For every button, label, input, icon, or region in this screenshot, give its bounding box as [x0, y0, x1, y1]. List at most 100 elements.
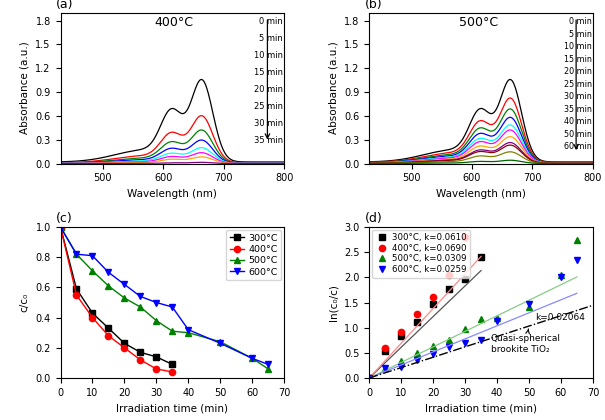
Text: 15 min: 15 min	[564, 55, 592, 64]
Y-axis label: Absorbance (a.u.): Absorbance (a.u.)	[20, 42, 30, 134]
600°C, k=0.0259	[397, 365, 405, 370]
Text: k=0.02064: k=0.02064	[535, 313, 585, 322]
Text: 25 min: 25 min	[254, 102, 283, 111]
500°C, k=0.0309	[477, 317, 485, 322]
400°C, k=0.0690	[413, 312, 420, 317]
400°C	[121, 345, 128, 350]
400°C	[57, 224, 64, 229]
Text: (b): (b)	[365, 0, 382, 11]
500°C	[249, 356, 256, 361]
400°C, k=0.0690	[382, 345, 389, 350]
400°C	[152, 366, 160, 371]
500°C, k=0.0309	[445, 338, 453, 343]
300°C	[121, 341, 128, 346]
600°C	[73, 252, 80, 257]
400°C	[169, 370, 176, 375]
Text: 20 min: 20 min	[564, 67, 592, 76]
500°C	[105, 284, 112, 289]
400°C, k=0.0690	[445, 272, 453, 277]
400°C	[89, 315, 96, 320]
300°C, k=0.0610	[462, 276, 469, 281]
500°C	[152, 318, 160, 323]
500°C, k=0.0309	[413, 351, 420, 356]
Text: 50 min: 50 min	[564, 130, 592, 139]
400°C	[105, 333, 112, 338]
Line: 400°C: 400°C	[57, 224, 175, 375]
300°C, k=0.0610	[430, 302, 437, 307]
600°C	[264, 362, 272, 367]
400°C, k=0.0690	[430, 294, 437, 299]
300°C	[89, 310, 96, 315]
Text: 35 min: 35 min	[254, 136, 283, 144]
Legend: 300°C, 400°C, 500°C, 600°C: 300°C, 400°C, 500°C, 600°C	[226, 230, 281, 281]
Text: 35 min: 35 min	[564, 105, 592, 114]
Line: 300°C, k=0.0610: 300°C, k=0.0610	[366, 254, 484, 381]
Text: 400°C: 400°C	[154, 16, 194, 29]
600°C	[217, 341, 224, 346]
300°C	[105, 326, 112, 331]
Text: 15 min: 15 min	[254, 68, 283, 77]
600°C, k=0.0259	[445, 344, 453, 349]
500°C	[121, 295, 128, 300]
600°C, k=0.0259	[574, 257, 581, 262]
300°C, k=0.0610	[365, 375, 373, 381]
Text: 20 min: 20 min	[254, 85, 283, 94]
300°C	[152, 354, 160, 360]
Text: 60 min: 60 min	[564, 142, 592, 152]
500°C	[185, 330, 192, 335]
600°C, k=0.0259	[430, 351, 437, 356]
400°C, k=0.0690	[462, 234, 469, 239]
X-axis label: Wavelength (nm): Wavelength (nm)	[436, 189, 526, 199]
600°C	[152, 300, 160, 305]
600°C	[137, 294, 144, 299]
600°C, k=0.0259	[365, 375, 373, 381]
600°C, k=0.0259	[494, 318, 501, 323]
500°C, k=0.0309	[430, 344, 437, 349]
Line: 300°C: 300°C	[57, 224, 175, 368]
500°C	[89, 268, 96, 273]
300°C, k=0.0610	[413, 320, 420, 325]
Line: 400°C, k=0.0690: 400°C, k=0.0690	[366, 213, 484, 381]
Text: 0 min: 0 min	[260, 17, 283, 26]
600°C, k=0.0259	[382, 365, 389, 370]
Text: (c): (c)	[56, 213, 73, 226]
Text: 5 min: 5 min	[260, 34, 283, 43]
Legend: 300°C, k=0.0610, 400°C, k=0.0690, 500°C, k=0.0309, 600°C, k=0.0259: 300°C, k=0.0610, 400°C, k=0.0690, 500°C,…	[372, 230, 469, 278]
Text: 5 min: 5 min	[569, 30, 592, 39]
Text: 40 min: 40 min	[564, 117, 592, 126]
600°C	[105, 270, 112, 275]
600°C	[57, 224, 64, 229]
Text: Quasi-spherical
brookite TiO₂: Quasi-spherical brookite TiO₂	[491, 329, 561, 354]
500°C, k=0.0309	[462, 327, 469, 332]
500°C, k=0.0309	[382, 365, 389, 370]
X-axis label: Irradiation time (min): Irradiation time (min)	[425, 403, 537, 413]
300°C, k=0.0610	[382, 349, 389, 354]
Y-axis label: ln(c₀/c): ln(c₀/c)	[329, 284, 338, 321]
400°C	[137, 357, 144, 362]
X-axis label: Irradiation time (min): Irradiation time (min)	[116, 403, 228, 413]
300°C	[73, 286, 80, 291]
500°C, k=0.0309	[365, 375, 373, 381]
600°C, k=0.0259	[557, 275, 564, 280]
Text: (a): (a)	[56, 0, 74, 11]
Line: 500°C, k=0.0309: 500°C, k=0.0309	[366, 236, 580, 381]
Text: 10 min: 10 min	[564, 42, 592, 51]
300°C	[137, 350, 144, 355]
500°C, k=0.0309	[525, 304, 532, 309]
300°C, k=0.0610	[445, 286, 453, 291]
500°C	[217, 339, 224, 344]
600°C	[185, 327, 192, 332]
Text: (d): (d)	[365, 213, 382, 226]
300°C, k=0.0610	[477, 254, 485, 259]
600°C	[89, 253, 96, 258]
X-axis label: Wavelength (nm): Wavelength (nm)	[128, 189, 217, 199]
600°C	[249, 356, 256, 361]
500°C	[57, 224, 64, 229]
500°C, k=0.0309	[557, 273, 564, 278]
Text: 30 min: 30 min	[254, 118, 283, 128]
500°C	[137, 304, 144, 310]
400°C	[73, 292, 80, 297]
500°C	[73, 252, 80, 257]
Line: 600°C, k=0.0259: 600°C, k=0.0259	[366, 257, 580, 381]
500°C, k=0.0309	[494, 315, 501, 320]
